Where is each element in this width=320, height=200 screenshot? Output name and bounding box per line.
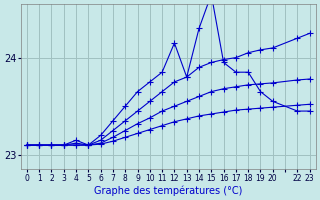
X-axis label: Graphe des températures (°C): Graphe des températures (°C) bbox=[94, 185, 243, 196]
